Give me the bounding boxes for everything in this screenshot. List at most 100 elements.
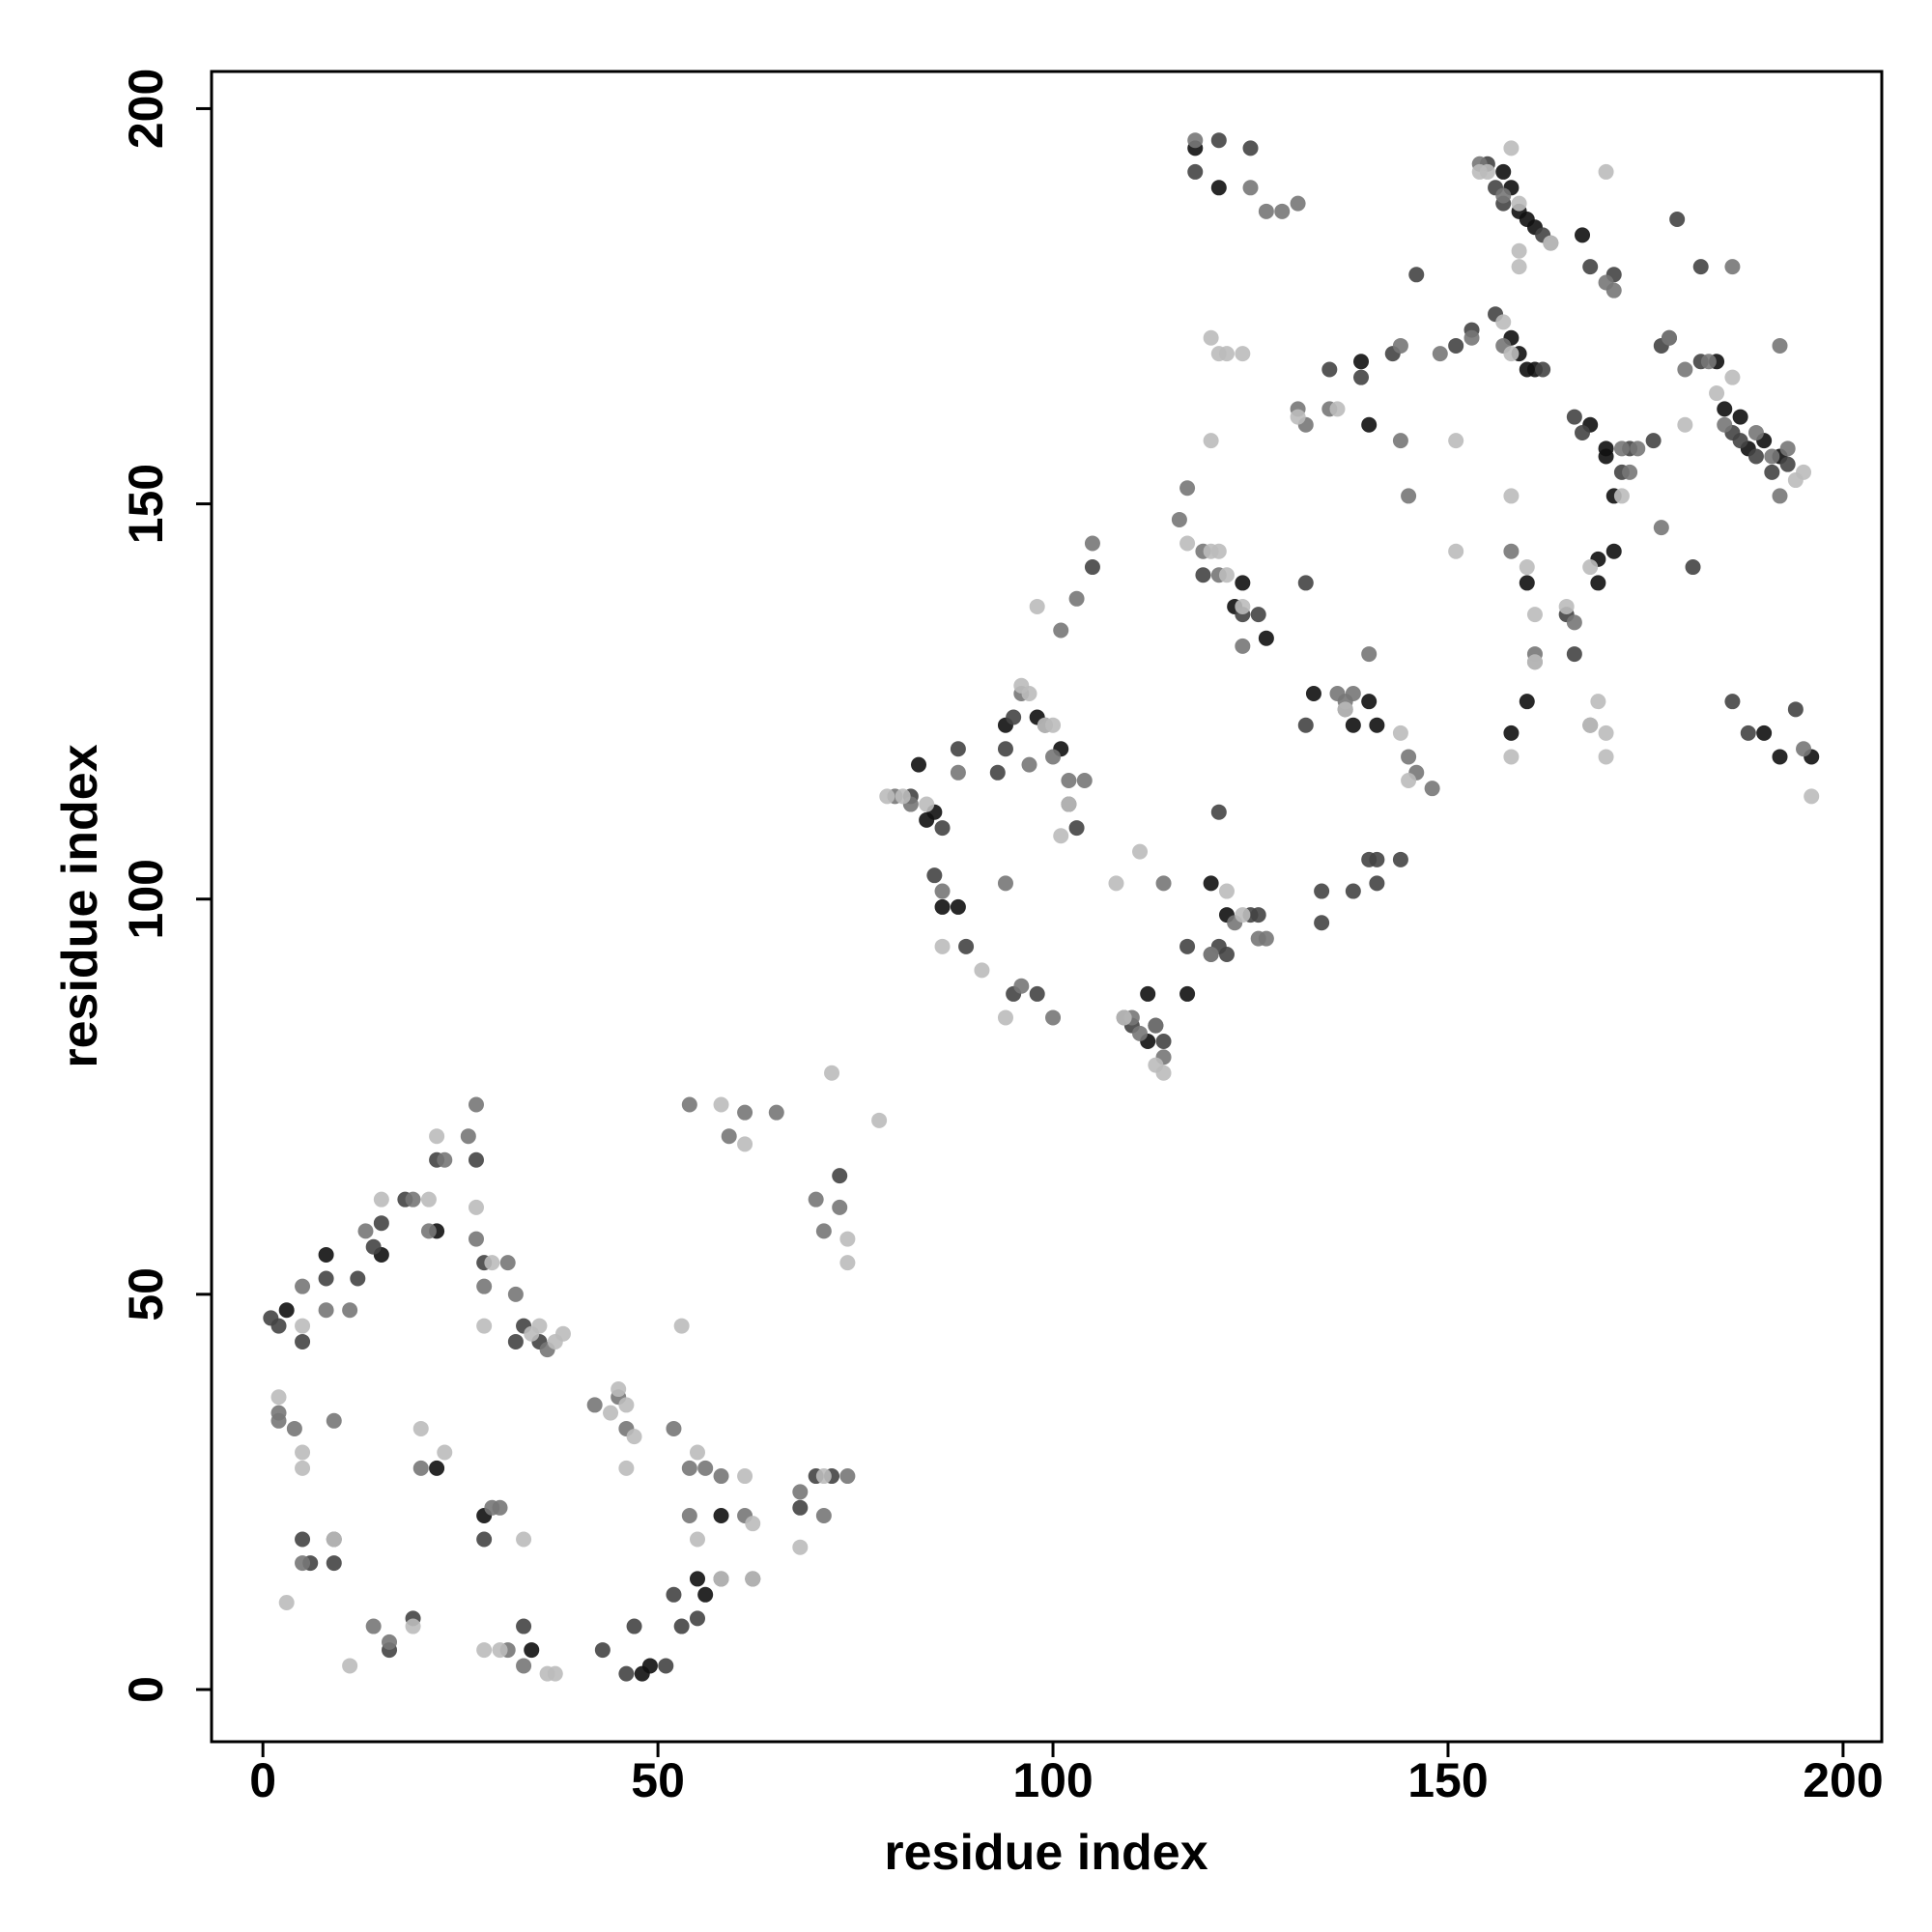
point	[618, 1460, 635, 1476]
point	[737, 1104, 753, 1121]
point	[1321, 361, 1338, 378]
y-tick-label: 0	[119, 1676, 173, 1703]
point	[516, 1618, 532, 1634]
point	[911, 756, 927, 773]
point	[618, 1397, 635, 1413]
point	[1519, 694, 1535, 710]
point	[934, 938, 951, 954]
point	[1203, 947, 1219, 963]
point	[1401, 749, 1417, 765]
point	[468, 1096, 484, 1113]
point	[997, 741, 1013, 757]
points	[263, 132, 1820, 1682]
point	[1297, 717, 1314, 733]
point	[697, 1586, 714, 1603]
point	[713, 1507, 729, 1523]
point	[1543, 235, 1559, 251]
point	[1116, 1009, 1132, 1026]
point	[516, 1531, 532, 1548]
point	[895, 788, 911, 805]
point	[1613, 440, 1630, 457]
point	[958, 938, 975, 954]
point	[1021, 756, 1037, 773]
point	[318, 1246, 334, 1263]
point	[1503, 543, 1520, 559]
point	[468, 1151, 484, 1168]
point	[1132, 843, 1149, 860]
point	[1140, 985, 1156, 1002]
point	[278, 1302, 295, 1319]
point	[713, 1571, 729, 1587]
point	[1503, 346, 1520, 362]
point	[1622, 464, 1638, 480]
point	[342, 1658, 358, 1674]
point	[1519, 559, 1535, 576]
point	[1756, 724, 1773, 741]
point	[1203, 875, 1219, 892]
y-tick-label: 100	[119, 859, 173, 939]
point	[1732, 409, 1748, 425]
point	[1314, 915, 1330, 931]
y-tick-label: 200	[119, 69, 173, 149]
point	[1203, 329, 1219, 346]
point	[1503, 724, 1520, 741]
point	[1732, 433, 1748, 449]
point	[745, 1571, 761, 1587]
point	[586, 1397, 603, 1413]
point	[1061, 772, 1077, 788]
x-tick-label: 50	[631, 1753, 685, 1807]
point	[1747, 424, 1764, 440]
point	[270, 1318, 287, 1334]
point	[1779, 440, 1796, 457]
point	[1392, 724, 1408, 741]
point	[1630, 440, 1646, 457]
y-axis-title: residue index	[52, 744, 108, 1067]
point	[832, 1199, 848, 1215]
point	[745, 1516, 761, 1532]
point	[666, 1420, 682, 1436]
point	[1337, 701, 1353, 718]
point	[1187, 132, 1204, 149]
point	[507, 1286, 524, 1302]
point	[1764, 448, 1780, 465]
point	[1353, 369, 1370, 385]
point	[1511, 242, 1527, 259]
point	[737, 1468, 753, 1485]
point	[1329, 401, 1346, 417]
point	[382, 1634, 398, 1650]
point	[1235, 638, 1251, 654]
point	[524, 1642, 540, 1659]
point	[1155, 875, 1172, 892]
point	[1575, 424, 1591, 440]
point	[1314, 883, 1330, 899]
point	[1250, 607, 1266, 623]
point	[689, 1571, 705, 1587]
point	[1235, 907, 1251, 923]
point	[1598, 163, 1614, 180]
point	[1210, 543, 1227, 559]
point	[603, 1405, 619, 1421]
point	[594, 1642, 611, 1659]
point	[318, 1270, 334, 1287]
point	[1210, 804, 1227, 820]
point	[1345, 883, 1361, 899]
point	[713, 1096, 729, 1113]
point	[1645, 433, 1662, 449]
x-tick-label: 100	[1012, 1753, 1093, 1807]
point	[1677, 361, 1693, 378]
point	[1582, 259, 1599, 275]
point	[318, 1302, 334, 1319]
point	[721, 1128, 737, 1145]
point	[295, 1333, 311, 1350]
point	[412, 1420, 429, 1436]
point	[1653, 520, 1669, 536]
point	[429, 1460, 445, 1476]
point	[460, 1128, 476, 1145]
point	[420, 1223, 437, 1239]
point	[1155, 1034, 1172, 1050]
point	[547, 1665, 563, 1682]
point	[295, 1555, 311, 1572]
point	[1305, 685, 1321, 701]
point	[1187, 163, 1204, 180]
point	[1747, 448, 1764, 465]
